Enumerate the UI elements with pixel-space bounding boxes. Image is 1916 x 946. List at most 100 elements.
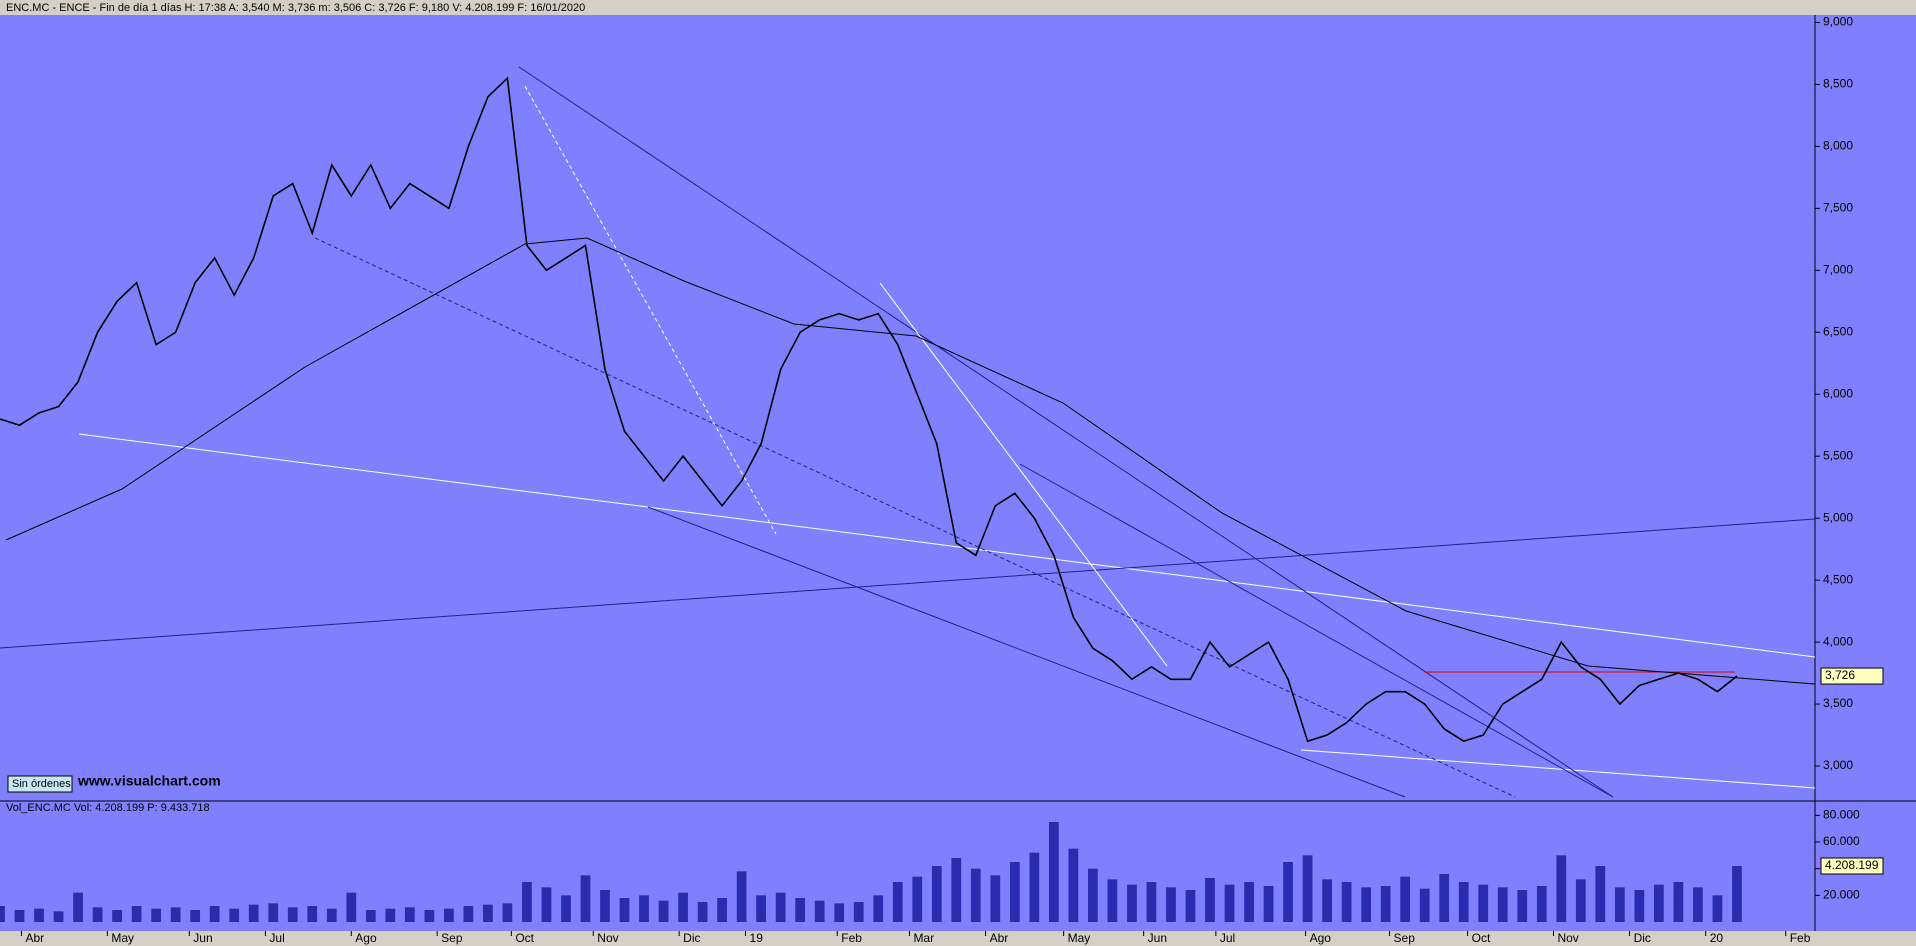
volume-bar <box>1185 890 1196 922</box>
volume-bar <box>639 895 649 922</box>
volume-bar <box>1088 868 1098 922</box>
y-tick-label: 3,000 <box>1823 758 1853 772</box>
volume-bar <box>1322 879 1332 922</box>
volume-bar <box>795 898 806 922</box>
status: Sin órdenes <box>12 778 71 790</box>
volume-bar <box>736 871 747 922</box>
volume-bar <box>1166 887 1176 922</box>
volume-bar <box>1400 876 1411 922</box>
last-value-label: 4.208.199 <box>1825 858 1879 872</box>
volume-bar <box>970 868 981 922</box>
x-tick-label: May <box>1068 931 1091 945</box>
volume-bar <box>1009 862 1020 922</box>
volume-bar <box>1595 866 1606 922</box>
volume-bar <box>131 906 142 922</box>
x-tick-label: Ago <box>355 931 377 945</box>
volume-bar <box>775 892 786 922</box>
volume-bar <box>1107 879 1118 922</box>
trend-line <box>78 433 1816 658</box>
volume-bar <box>756 895 767 922</box>
price-line <box>0 76 1738 743</box>
volume-bar <box>443 908 454 922</box>
moving-average <box>5 237 1816 685</box>
y-tick-label: 60.000 <box>1823 834 1860 848</box>
volume-bar <box>1478 884 1489 922</box>
y-tick-label: 5,000 <box>1823 510 1853 524</box>
volume-bar <box>404 907 415 922</box>
volume-bar <box>190 910 201 922</box>
trend-line <box>1300 749 1816 789</box>
x-tick-label: Ago <box>1310 931 1332 945</box>
y-tick-label: 6,000 <box>1823 386 1853 400</box>
volume-bar <box>892 882 903 922</box>
y-tick-label: 5,500 <box>1823 448 1853 462</box>
x-tick-label: Nov <box>1557 931 1578 945</box>
x-tick-label: 20 <box>1710 931 1724 945</box>
x-tick-label: Dic <box>1634 931 1651 945</box>
volume-bar <box>1263 886 1274 922</box>
volume-bar <box>1361 887 1372 922</box>
volume-bar <box>1653 884 1664 922</box>
y-tick-label: 7,500 <box>1823 201 1853 215</box>
volume-bar <box>1283 862 1293 922</box>
volume-bar <box>912 876 923 922</box>
last-value-label: 3,726 <box>1825 668 1855 682</box>
volume-bar <box>1575 879 1586 922</box>
volume-bar <box>873 895 884 922</box>
x-tick-label: Jun <box>1148 931 1167 945</box>
volume-bar <box>522 882 532 922</box>
y-tick-label: 8,000 <box>1823 139 1853 153</box>
volume-bar <box>424 910 435 922</box>
last-value-box <box>1820 667 1884 685</box>
volume-bar <box>931 866 942 922</box>
volume-bar <box>853 902 864 922</box>
x-tick-label: Feb <box>1790 931 1811 945</box>
volume-bar <box>600 890 610 922</box>
x-tick-label: Sep <box>441 931 463 945</box>
volume-bar <box>1497 887 1508 922</box>
volume-bar <box>365 910 376 922</box>
y-tick-label: 4,500 <box>1823 572 1853 586</box>
x-tick-label: Jul <box>1220 931 1235 945</box>
volume-bar <box>1029 852 1040 922</box>
y-tick-label: 7,000 <box>1823 262 1853 276</box>
x-tick-label: 19 <box>750 931 764 945</box>
volume-bar <box>1732 866 1742 922</box>
trend-line <box>524 85 777 535</box>
y-tick-label: 4,000 <box>1823 634 1853 648</box>
volume-bar <box>658 900 669 922</box>
x-axis-bar <box>0 931 1916 946</box>
volume-bar <box>502 903 513 922</box>
volume-bar <box>151 908 162 922</box>
volume-bar <box>1244 882 1254 922</box>
x-tick-label: Mar <box>913 931 934 945</box>
volume-bar <box>385 908 396 922</box>
trend-line <box>518 66 1614 798</box>
y-tick-label: 9,000 <box>1823 15 1853 29</box>
volume-bar <box>1380 886 1391 922</box>
volume-bar <box>1146 882 1157 922</box>
x-tick-label: Jun <box>193 931 212 945</box>
volume-bar <box>541 887 552 922</box>
x-tick-label: Sep <box>1394 931 1416 945</box>
volume-bar <box>951 858 962 922</box>
watermark: www.visualchart.com <box>77 773 221 789</box>
volume-bar <box>1634 890 1645 922</box>
volume-bar <box>990 875 1001 922</box>
volume-bar <box>678 892 688 922</box>
volume-bar <box>1302 855 1313 922</box>
volume-bar <box>717 898 727 922</box>
y-tick-label: 6,500 <box>1823 324 1853 338</box>
volume-bar <box>834 903 845 922</box>
volume-bar <box>463 906 474 922</box>
volume-bar <box>1439 874 1450 922</box>
status-box[interactable] <box>7 775 73 793</box>
volume-bar <box>483 904 493 922</box>
volume-bar <box>1614 887 1625 922</box>
volume-bar <box>73 892 83 922</box>
volume-bar <box>92 907 103 922</box>
trend-line <box>314 237 1516 798</box>
x-tick-label: Abr <box>25 931 44 945</box>
volume-bar <box>1224 884 1235 922</box>
